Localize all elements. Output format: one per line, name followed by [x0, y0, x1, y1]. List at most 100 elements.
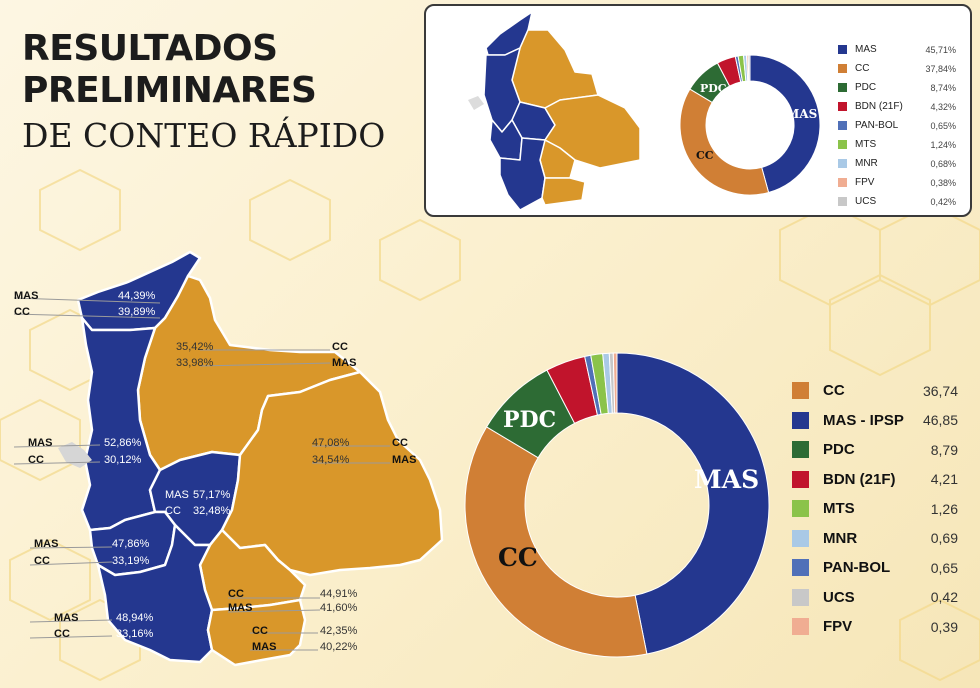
legend-value: 46,85 [922, 412, 958, 429]
tarija-party-1: CC [252, 625, 268, 637]
lapaz-party-2: CC [28, 454, 44, 466]
legend-item-mas: MAS - IPSP 46,85 [792, 406, 958, 436]
potosi-party-2: CC [54, 628, 70, 640]
page-title: RESULTADOS PRELIMINARES DE CONTEO RÁPIDO [22, 28, 385, 156]
cochabamba-pct-2: 32,48% [193, 505, 231, 517]
legend-item-bdn: BDN (21F) 4,21 [792, 465, 958, 495]
legend-swatch [792, 559, 809, 577]
legend-swatch [838, 83, 847, 92]
santacruz-pct-1: 47,08% [312, 437, 350, 449]
legend-label: FPV [855, 177, 875, 188]
legend-item-cc: CC 36,74 [792, 376, 958, 406]
pando-pct-2: 39,89% [118, 306, 156, 318]
cochabamba-party-2: CC [165, 505, 181, 517]
santacruz-party-1: CC [392, 437, 408, 449]
pando-party-2: CC [14, 306, 30, 318]
legend-value: 1,24% [930, 139, 956, 150]
title-line-2: PRELIMINARES [22, 70, 317, 111]
legend-swatch [792, 382, 809, 400]
donut-label-cc: CC [498, 543, 538, 572]
oruro-party-1: MAS [34, 538, 59, 550]
legend-value: 45,71% [925, 44, 956, 55]
legend-label: MTS [855, 139, 877, 150]
potosi-pct-2: 33,16% [116, 628, 154, 640]
pando-party-1: MAS [14, 290, 39, 302]
donut-label-pdc: PDC [503, 407, 557, 433]
chuquisaca-party-1: CC [228, 588, 244, 600]
main-legend: CC 36,74 MAS - IPSP 46,85 PDC 8,79 BDN (21F… [792, 376, 958, 642]
legend-swatch [838, 102, 847, 111]
santacruz-party-2: MAS [392, 454, 417, 466]
legend-swatch [838, 45, 847, 54]
lapaz-pct-1: 52,86% [104, 437, 142, 449]
legend-value: 36,74 [922, 382, 958, 399]
legend-value: 0,65 [930, 559, 958, 576]
legend-value: 0,42 [930, 589, 958, 606]
legend-label: FPV [823, 618, 853, 636]
legend-label: BDN (21F) [823, 470, 896, 488]
legend-swatch [792, 618, 809, 636]
beni-pct-1: 35,42% [176, 341, 214, 353]
legend-label: PDC [855, 82, 877, 93]
legend-label: CC [823, 382, 845, 400]
legend-item-bdn: BDN (21F) 4,32% [838, 97, 956, 116]
legend-item-mnr: MNR 0,69 [792, 524, 958, 554]
legend-label: MNR [855, 158, 878, 169]
legend-swatch [792, 441, 809, 459]
legend-value: 0,42% [930, 196, 956, 207]
legend-value: 0,65% [930, 120, 956, 131]
legend-item-panbol: PAN-BOL 0,65% [838, 116, 956, 135]
santacruz-pct-2: 34,54% [312, 454, 350, 466]
legend-item-ucs: UCS 0,42 [792, 583, 958, 613]
legend-item-fpv: FPV 0,39 [792, 612, 958, 642]
oruro-party-2: CC [34, 555, 50, 567]
legend-value: 8,74% [930, 82, 956, 93]
lapaz-pct-2: 30,12% [104, 454, 142, 466]
potosi-pct-1: 48,94% [116, 612, 154, 624]
legend-swatch [838, 197, 847, 206]
legend-item-cc: CC 37,84% [838, 59, 956, 78]
chuquisaca-pct-1: 44,91% [320, 588, 358, 600]
legend-value: 37,84% [925, 63, 956, 74]
legend-item-pdc: PDC 8,79 [792, 435, 958, 465]
inset-donut-label-pdc: PDC [700, 82, 727, 95]
legend-swatch [792, 500, 809, 518]
oruro-pct-2: 33,19% [112, 555, 150, 567]
legend-value: 4,21 [930, 471, 958, 488]
beni-party-2: MAS [332, 357, 357, 369]
legend-item-mts: MTS 1,26 [792, 494, 958, 524]
legend-item-ucs: UCS 0,42% [838, 192, 956, 211]
legend-swatch [792, 529, 809, 547]
pando-pct-1: 44,39% [118, 290, 156, 302]
legend-value: 1,26 [930, 500, 958, 517]
legend-label: CC [855, 63, 870, 74]
legend-label: BDN (21F) [855, 101, 903, 112]
legend-label: UCS [823, 588, 855, 606]
legend-swatch [838, 64, 847, 73]
legend-label: MAS [855, 44, 877, 55]
cochabamba-party-1: MAS [165, 489, 189, 501]
legend-value: 0,38% [930, 177, 956, 188]
legend-item-mas: MAS 45,71% [838, 40, 956, 59]
legend-item-pdc: PDC 8,74% [838, 78, 956, 97]
legend-item-panbol: PAN-BOL 0,65 [792, 553, 958, 583]
chuquisaca-pct-2: 41,60% [320, 602, 358, 614]
tarija-pct-1: 42,35% [320, 625, 358, 637]
legend-value: 0,69 [930, 530, 958, 547]
legend-label: MAS - IPSP [823, 411, 904, 429]
legend-label: MNR [823, 529, 858, 547]
legend-value: 4,32% [930, 101, 956, 112]
legend-value: 8,79 [930, 441, 958, 458]
legend-label: PAN-BOL [855, 120, 899, 131]
legend-swatch [792, 588, 809, 606]
legend-swatch [792, 470, 809, 488]
legend-value: 0,68% [930, 158, 956, 169]
legend-swatch [838, 159, 847, 168]
cochabamba-pct-1: 57,17% [193, 489, 231, 501]
chuquisaca-party-2: MAS [228, 602, 253, 614]
legend-value: 0,39 [930, 618, 958, 635]
legend-item-mts: MTS 1,24% [838, 135, 956, 154]
title-line-1: RESULTADOS [22, 28, 278, 69]
legend-swatch [838, 121, 847, 130]
